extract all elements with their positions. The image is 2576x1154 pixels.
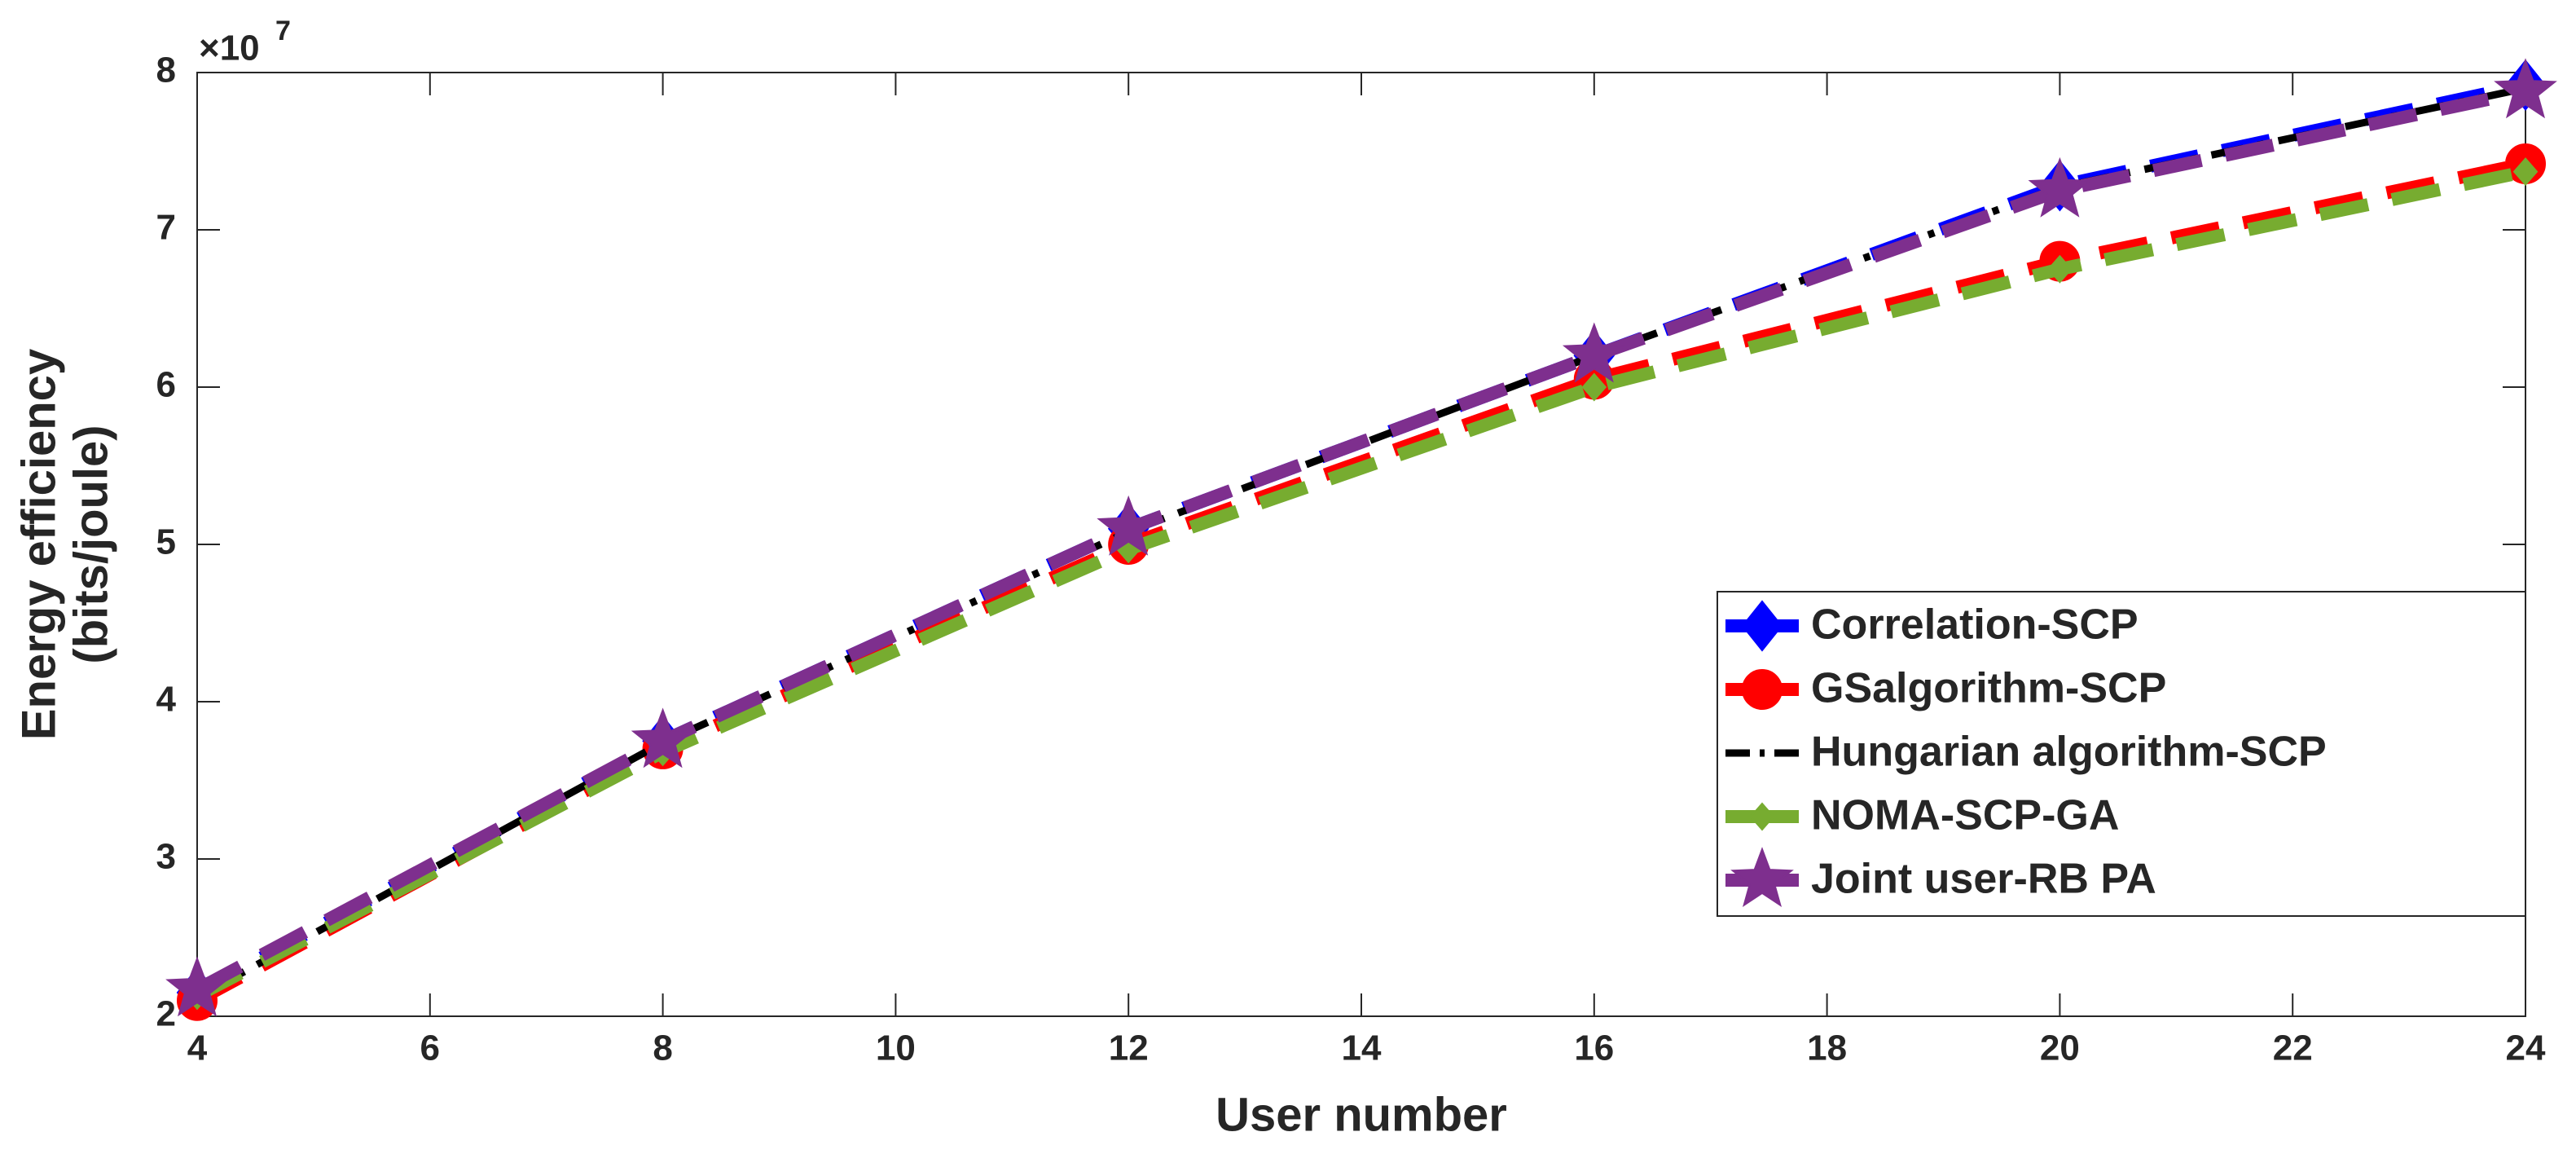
x-tick-label: 10 [876,1028,916,1068]
x-tick-label: 18 [1807,1028,1847,1068]
marker [1562,322,1626,383]
marker [2512,157,2539,187]
y-tick-label: 8 [156,51,176,90]
marker [1730,847,1794,908]
legend-label: GSalgorithm-SCP [1811,665,2166,712]
x-tick-label: 20 [2040,1028,2080,1068]
y-tick-label: 4 [156,680,177,720]
series-line [194,85,2527,996]
x-tick-label: 24 [2506,1028,2546,1068]
marker [1581,372,1607,402]
x-tick-label: 22 [2273,1028,2313,1068]
x-tick-label: 16 [1574,1028,1614,1068]
y-tick-label: 2 [156,994,176,1034]
marker [1742,669,1783,710]
series-line [194,165,2527,1002]
y-multiplier: ×10 [199,29,260,68]
marker [631,707,695,769]
y-axis-label: (bits/joule) [64,425,117,663]
legend-label: Hungarian algorithm-SCP [1811,729,2327,776]
series-line [195,84,2526,1001]
x-axis-label: User number [1215,1088,1507,1141]
y-tick-label: 5 [156,522,176,562]
legend-label: NOMA-SCP-GA [1811,792,2119,839]
y-tick-label: 6 [156,365,176,405]
y-tick-label: 7 [156,208,176,248]
marker [1749,802,1775,831]
x-tick-label: 12 [1109,1028,1149,1068]
x-tick-label: 6 [420,1028,440,1068]
x-tick-label: 8 [653,1028,672,1068]
marker [2028,156,2092,218]
legend-label: Correlation-SCP [1811,601,2139,649]
y-tick-label: 3 [156,837,176,877]
y-axis-label: Energy efficiency [12,349,65,740]
y-multiplier-exponent: 7 [275,15,291,46]
legend-label: Joint user-RB PA [1811,856,2156,903]
marker [1741,600,1783,652]
legend-box [1717,591,2526,917]
marker [165,956,229,1017]
x-tick-label: 14 [1342,1028,1382,1068]
marker [1097,495,1161,556]
marker [2047,254,2073,284]
marker [2494,58,2557,119]
x-tick-label: 4 [187,1028,208,1068]
